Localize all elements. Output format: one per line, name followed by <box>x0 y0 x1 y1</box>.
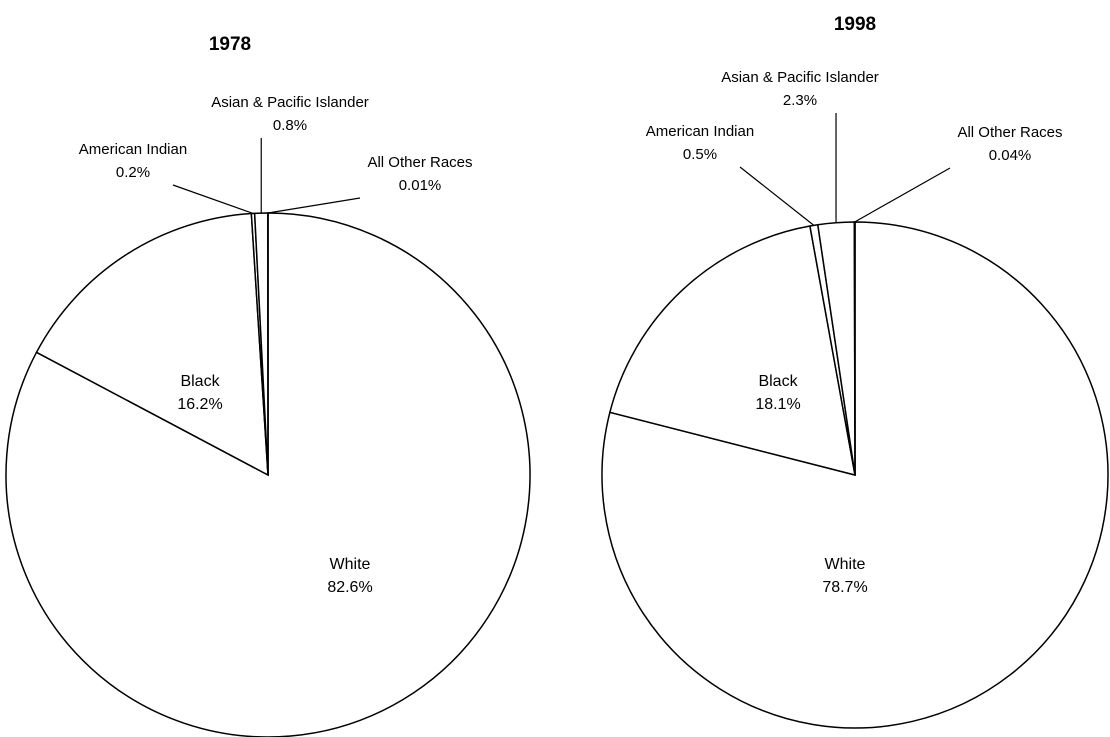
chart-title: 1998 <box>834 14 876 35</box>
slice-value: 0.8% <box>273 117 307 134</box>
pie-slice <box>608 225 856 477</box>
pie-slice <box>35 212 269 477</box>
slice-value: 2.3% <box>783 92 817 109</box>
leader-line <box>854 167 951 223</box>
slice-value: 0.04% <box>989 147 1032 164</box>
leader-line <box>739 166 815 226</box>
slice-label: American Indian <box>646 123 754 140</box>
slice-value: 0.01% <box>399 177 442 194</box>
slice-value: 0.2% <box>116 164 150 181</box>
slice-label: Black <box>758 373 798 390</box>
slice-label: White <box>825 556 866 573</box>
slice-value: 78.7% <box>822 579 867 596</box>
pie-slice <box>853 221 856 476</box>
slice-label: Asian & Pacific Islander <box>211 94 369 111</box>
chart-title: 1978 <box>209 34 251 55</box>
slice-value: 18.1% <box>755 396 800 413</box>
slice-label: All Other Races <box>367 154 472 171</box>
slice-label: All Other Races <box>957 124 1062 141</box>
leader-line <box>267 197 361 214</box>
slice-value: 16.2% <box>177 396 222 413</box>
slice-value: 0.5% <box>683 146 717 163</box>
leader-line <box>172 184 254 214</box>
slice-label: White <box>330 556 371 573</box>
slice-label: American Indian <box>79 141 187 158</box>
slice-label: Black <box>180 373 220 390</box>
slice-value: 82.6% <box>327 579 372 596</box>
slice-label: Asian & Pacific Islander <box>721 69 879 86</box>
